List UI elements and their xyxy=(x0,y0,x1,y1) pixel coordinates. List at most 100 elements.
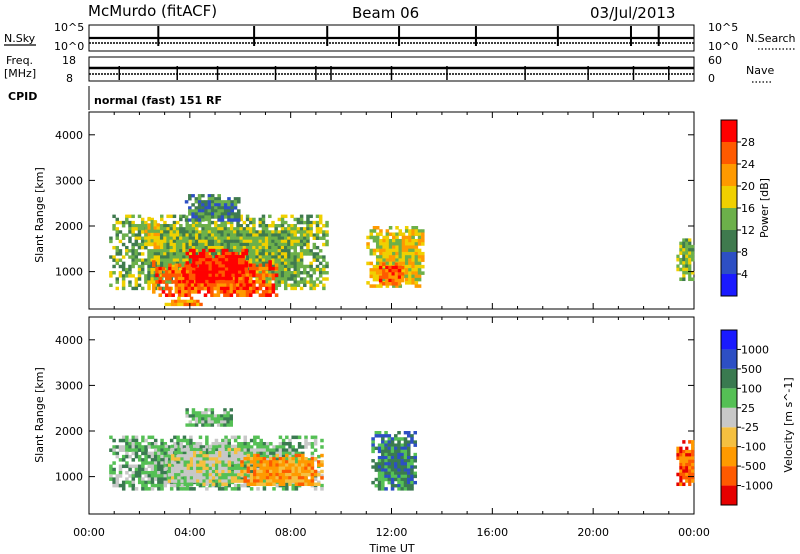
power-cell xyxy=(369,251,374,256)
power-cell xyxy=(382,235,386,240)
power-cell xyxy=(227,197,231,201)
power-colorbar-tick: 4 xyxy=(741,268,748,281)
velocity-cell xyxy=(233,487,238,491)
power-cell xyxy=(228,273,232,278)
power-cell xyxy=(207,239,212,244)
power-cell xyxy=(252,266,256,271)
velocity-cell xyxy=(387,480,392,485)
power-cell xyxy=(268,239,272,244)
power-cell xyxy=(688,248,692,252)
velocity-cell xyxy=(214,448,219,452)
power-cell xyxy=(188,233,193,237)
power-cell xyxy=(277,230,282,234)
power-cell xyxy=(239,283,243,288)
power-cell xyxy=(210,293,214,297)
power-cell xyxy=(210,242,215,247)
velocity-cell xyxy=(137,464,142,469)
power-cell xyxy=(385,278,389,283)
velocity-cell xyxy=(381,484,385,488)
velocity-cell xyxy=(192,447,197,452)
power-cell xyxy=(268,271,272,275)
power-cell xyxy=(210,197,215,201)
power-cell xyxy=(398,245,403,249)
velocity-cell xyxy=(170,457,175,461)
power-cell xyxy=(691,251,695,255)
velocity-cell xyxy=(185,411,189,415)
velocity-cell xyxy=(112,445,116,449)
velocity-cell xyxy=(307,458,311,462)
power-cell xyxy=(172,224,177,228)
velocity-colorbar-tick: -500 xyxy=(741,460,766,473)
power-cell xyxy=(150,217,154,222)
power-cell xyxy=(385,242,390,246)
power-cell xyxy=(131,242,135,247)
power-cell xyxy=(392,242,396,246)
power-cell xyxy=(221,261,226,265)
power-cell xyxy=(112,255,116,259)
power-cell xyxy=(153,239,157,243)
power-cell xyxy=(131,245,135,250)
power-cell xyxy=(223,239,228,244)
power-cell xyxy=(175,261,180,266)
velocity-cell xyxy=(256,482,260,487)
velocity-cell xyxy=(196,482,200,487)
power-cell xyxy=(147,216,151,221)
velocity-cell xyxy=(381,434,385,438)
power-cell xyxy=(201,267,206,271)
velocity-cell xyxy=(115,454,120,459)
power-cell xyxy=(382,255,386,259)
power-cell xyxy=(205,273,209,278)
power-cell xyxy=(179,252,183,256)
power-cell xyxy=(366,235,370,240)
velocity-cell xyxy=(265,442,270,446)
velocity-cell xyxy=(294,448,299,452)
velocity-cell xyxy=(153,448,158,452)
velocity-cell xyxy=(218,476,222,480)
velocity-cell xyxy=(128,464,132,469)
velocity-cell xyxy=(227,457,232,461)
power-cell xyxy=(252,249,256,253)
power-cell xyxy=(187,283,192,288)
velocity-cell xyxy=(210,408,215,412)
power-cell xyxy=(401,248,406,253)
power-cell xyxy=(231,264,236,268)
velocity-cell xyxy=(163,483,168,488)
power-cell xyxy=(258,261,263,266)
power-cell xyxy=(229,230,234,234)
velocity-cell xyxy=(288,472,292,477)
power-cell xyxy=(185,258,189,262)
power-cell xyxy=(155,266,159,271)
velocity-cell xyxy=(240,460,244,464)
velocity-cell xyxy=(688,456,692,460)
power-cell xyxy=(179,236,183,240)
velocity-cell xyxy=(157,461,161,465)
velocity-cell xyxy=(237,444,241,449)
power-colorbar-tick: 24 xyxy=(741,158,755,171)
power-cell xyxy=(315,267,320,272)
power-cell xyxy=(140,271,145,275)
velocity-cell xyxy=(160,448,164,452)
velocity-cell xyxy=(682,453,686,457)
power-cell xyxy=(137,271,142,275)
power-cell xyxy=(223,236,228,240)
velocity-cell xyxy=(128,480,132,485)
power-cell xyxy=(382,264,386,269)
velocity-cell xyxy=(243,479,247,483)
power-cell xyxy=(192,270,196,274)
nsearch-label: N.Search xyxy=(746,32,796,45)
power-cell xyxy=(194,286,198,291)
power-cell xyxy=(194,252,199,256)
power-cell xyxy=(296,274,301,278)
velocity-cell xyxy=(278,435,283,440)
velocity-cell xyxy=(246,448,251,452)
power-cell xyxy=(372,277,377,282)
velocity-cell xyxy=(179,451,184,456)
velocity-cell xyxy=(313,472,318,477)
velocity-cell xyxy=(237,483,241,488)
power-colorbar-swatch xyxy=(721,230,737,252)
power-cell xyxy=(223,286,227,291)
velocity-cell xyxy=(403,484,408,488)
velocity-cell xyxy=(294,435,299,440)
power-cell xyxy=(199,302,203,307)
velocity-cell xyxy=(128,454,132,459)
